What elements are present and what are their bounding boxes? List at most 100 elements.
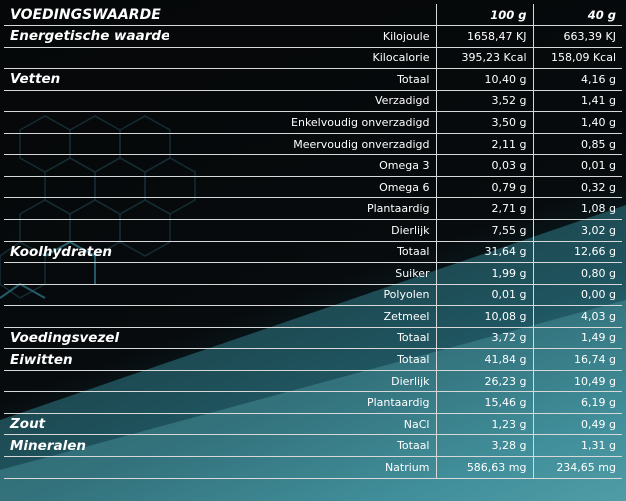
subcategory-cell: Totaal — [169, 68, 436, 91]
table-row: Vetten Totaal 10,40 g 4,16 g — [4, 68, 622, 91]
subcategory-cell: Enkelvoudig onverzadigd — [169, 111, 436, 134]
category-cell — [4, 111, 169, 134]
table-row: Voedingsvezel Totaal 3,72 g 1,49 g — [4, 327, 622, 350]
subcategory-cell: Suiker — [169, 262, 436, 285]
value-100g-cell: 2,11 g — [435, 133, 533, 156]
subcategory-cell: Zetmeel — [169, 305, 436, 328]
value-40g-cell: 234,65 mg — [532, 456, 622, 479]
value-100g-cell: 3,50 g — [435, 111, 533, 134]
category-cell: Eiwitten — [4, 348, 169, 371]
category-cell — [4, 90, 169, 113]
category-cell: Voedingsvezel — [4, 327, 169, 350]
value-100g-cell: 0,03 g — [435, 154, 533, 177]
category-cell — [4, 284, 169, 307]
category-cell: Energetische waarde — [4, 25, 169, 48]
subcategory-cell: Omega 3 — [169, 154, 436, 177]
value-100g-cell: 0,79 g — [435, 176, 533, 199]
value-40g-cell: 4,03 g — [532, 305, 622, 328]
table-row: Energetische waarde Kilojoule 1658,47 KJ 66… — [4, 25, 622, 48]
value-100g-cell: 3,72 g — [435, 327, 533, 350]
value-40g-cell: 0,32 g — [532, 176, 622, 199]
value-100g-cell: 7,55 g — [435, 219, 533, 242]
value-40g-cell: 1,49 g — [532, 327, 622, 350]
table-row: Enkelvoudig onverzadigd 3,50 g 1,40 g — [4, 111, 622, 134]
table-row: Natrium 586,63 mg 234,65 mg — [4, 456, 622, 479]
table-row: Omega 3 0,03 g 0,01 g — [4, 154, 622, 177]
value-40g-cell: 6,19 g — [532, 391, 622, 414]
value-100g-cell: 395,23 Kcal — [435, 47, 533, 70]
table-row: Dierlijk 26,23 g 10,49 g — [4, 370, 622, 393]
category-cell: Vetten — [4, 68, 169, 91]
category-cell — [4, 197, 169, 220]
value-100g-cell: 10,08 g — [435, 305, 533, 328]
category-cell — [4, 176, 169, 199]
value-40g-cell: 1,40 g — [532, 111, 622, 134]
category-cell: Koolhydraten — [4, 241, 169, 264]
subcategory-cell: Totaal — [169, 348, 436, 371]
value-40g-cell: 1,08 g — [532, 197, 622, 220]
table-row: Mineralen Totaal 3,28 g 1,31 g — [4, 434, 622, 457]
table-row: Polyolen 0,01 g 0,00 g — [4, 284, 622, 307]
value-100g-cell: 31,64 g — [435, 241, 533, 264]
subcategory-cell: Kilojoule — [169, 25, 436, 48]
value-40g-cell: 1,41 g — [532, 90, 622, 113]
category-cell — [4, 133, 169, 156]
category-cell — [4, 219, 169, 242]
subcategory-cell: Dierlijk — [169, 219, 436, 242]
value-100g-cell: 26,23 g — [435, 370, 533, 393]
table-row: Dierlijk 7,55 g 3,02 g — [4, 219, 622, 242]
subcategory-cell: Totaal — [169, 434, 436, 457]
table-row: Verzadigd 3,52 g 1,41 g — [4, 90, 622, 113]
subcategory-cell: NaCl — [169, 413, 436, 436]
category-cell — [4, 262, 169, 285]
category-cell — [4, 456, 169, 479]
value-100g-cell: 2,71 g — [435, 197, 533, 220]
table-title: VOEDINGSWAARDE — [4, 4, 169, 27]
value-40g-cell: 12,66 g — [532, 241, 622, 264]
category-cell: Mineralen — [4, 434, 169, 457]
category-cell — [4, 391, 169, 414]
category-cell — [4, 305, 169, 328]
category-cell: Zout — [4, 413, 169, 436]
subcategory-cell: Totaal — [169, 327, 436, 350]
header-col-100g: 100 g — [435, 4, 533, 27]
value-40g-cell: 1,31 g — [532, 434, 622, 457]
nutrition-table: VOEDINGSWAARDE 100 g 40 g Energetische w… — [4, 4, 622, 479]
subcategory-cell: Plantaardig — [169, 197, 436, 220]
header-col-40g: 40 g — [532, 4, 622, 27]
subcategory-cell: Meervoudig onverzadigd — [169, 133, 436, 156]
value-40g-cell: 0,80 g — [532, 262, 622, 285]
value-100g-cell: 15,46 g — [435, 391, 533, 414]
subcategory-cell: Omega 6 — [169, 176, 436, 199]
table-row: Plantaardig 2,71 g 1,08 g — [4, 197, 622, 220]
value-40g-cell: 0,85 g — [532, 133, 622, 156]
subcategory-cell: Totaal — [169, 241, 436, 264]
table-row: Plantaardig 15,46 g 6,19 g — [4, 391, 622, 414]
header-empty-cell — [169, 4, 436, 27]
category-cell — [4, 47, 169, 70]
value-100g-cell: 586,63 mg — [435, 456, 533, 479]
table-row: Zout NaCl 1,23 g 0,49 g — [4, 413, 622, 436]
value-100g-cell: 1,99 g — [435, 262, 533, 285]
table-row: Koolhydraten Totaal 31,64 g 12,66 g — [4, 241, 622, 264]
value-40g-cell: 16,74 g — [532, 348, 622, 371]
value-40g-cell: 0,01 g — [532, 154, 622, 177]
table-row: Suiker 1,99 g 0,80 g — [4, 262, 622, 285]
value-100g-cell: 3,28 g — [435, 434, 533, 457]
category-cell — [4, 154, 169, 177]
value-40g-cell: 10,49 g — [532, 370, 622, 393]
value-100g-cell: 41,84 g — [435, 348, 533, 371]
category-cell — [4, 370, 169, 393]
value-40g-cell: 0,49 g — [532, 413, 622, 436]
value-40g-cell: 158,09 Kcal — [532, 47, 622, 70]
table-header-row: VOEDINGSWAARDE 100 g 40 g — [4, 4, 622, 27]
table-row: Meervoudig onverzadigd 2,11 g 0,85 g — [4, 133, 622, 156]
table-row: Omega 6 0,79 g 0,32 g — [4, 176, 622, 199]
value-100g-cell: 3,52 g — [435, 90, 533, 113]
value-100g-cell: 1658,47 KJ — [435, 25, 533, 48]
subcategory-cell: Plantaardig — [169, 391, 436, 414]
value-40g-cell: 3,02 g — [532, 219, 622, 242]
table-row: Kilocalorie 395,23 Kcal 158,09 Kcal — [4, 47, 622, 70]
subcategory-cell: Kilocalorie — [169, 47, 436, 70]
value-100g-cell: 10,40 g — [435, 68, 533, 91]
